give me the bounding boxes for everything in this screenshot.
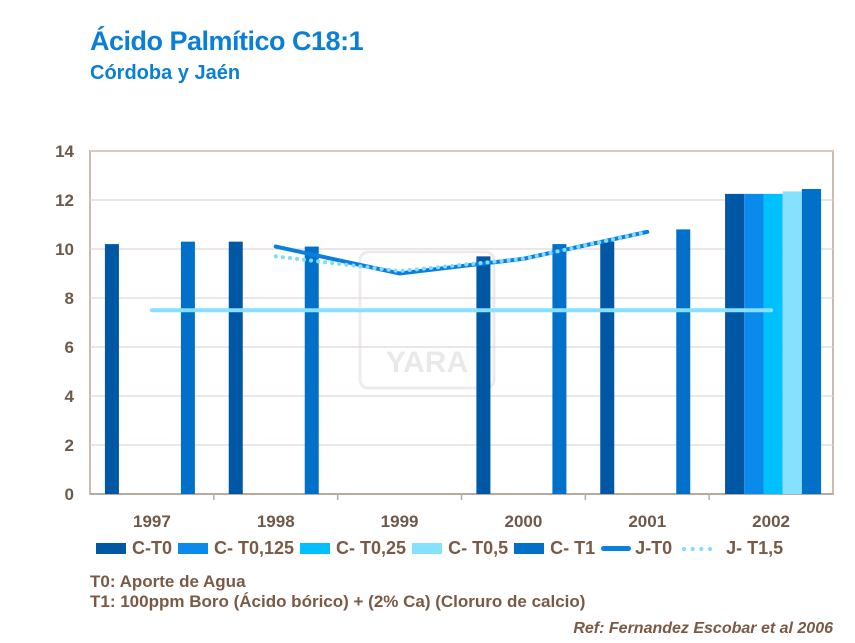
legend-item-c-t0: C-T0 [96,538,172,559]
bar [763,193,783,494]
y-tick-label: 8 [65,289,74,308]
x-tick-label: 2000 [505,512,543,531]
legend-label: J-T0 [635,538,673,558]
legend: C-T0 C- T0,125 C- T0,25 C- T0,5 C- T1 J-… [96,538,789,559]
bar [552,244,567,494]
legend-swatch [412,543,443,554]
line-j-t1-5 [273,229,650,274]
legend-line [601,546,632,551]
chart-title: Ácido Palmítico C18:1 [90,26,364,56]
y-tick-label: 0 [65,485,74,504]
plot-border [89,150,834,495]
bar [600,241,615,494]
legend-label: C- T0,125 [214,538,295,558]
bar [676,229,691,494]
legend-label: C-T0 [132,538,172,558]
bar [801,188,822,494]
y-tick-label: 6 [65,338,74,357]
y-tick-label: 4 [65,387,75,406]
bar [228,241,243,494]
svg-text:YARA: YARA [386,346,468,379]
legend-label: C- T0,5 [448,538,509,558]
bar [725,193,745,494]
bar [476,256,491,494]
legend-swatch [300,543,331,554]
legend-item-c-t0125: C- T0,125 [178,538,294,559]
legend-item-c-t025: C- T0,25 [300,538,406,559]
legend-label: C- T1 [550,538,596,558]
legend-item-j-t15: J- T1,5 [678,538,783,559]
x-tick-label: 1998 [257,512,295,531]
legend-item-j-t0: J-T0 [601,538,672,559]
legend-label: J- T1,5 [726,538,784,558]
yara-watermark: YARA [358,250,496,390]
legend-swatch [96,543,126,554]
x-tick-label: 1997 [133,512,171,531]
legend-swatch [514,543,545,554]
legend-item-c-t05: C- T0,5 [412,538,508,559]
legend-dotted-line [682,546,713,551]
bar [744,193,764,494]
x-tick-label: 1999 [381,512,419,531]
bar [180,241,195,494]
note-t0: T0: Aporte de Agua [90,572,246,591]
bar [304,246,319,494]
x-tick-label: 2002 [752,512,790,531]
reference-citation: Ref: Fernandez Escobar et al 2006 [573,620,833,637]
y-tick-label: 12 [55,191,74,210]
x-tick-label: 2001 [628,512,666,531]
legend-item-c-t1: C- T1 [514,538,595,559]
bar [782,191,802,495]
bar [104,244,119,494]
legend-swatch [178,543,208,554]
y-tick-label: 2 [65,436,74,455]
note-t1: T1: 100ppm Boro (Ácido bórico) + (2% Ca)… [90,592,586,611]
y-tick-label: 10 [55,240,74,259]
legend-label: C- T0,25 [336,538,407,558]
chart-subtitle: Córdoba y Jaén [90,62,241,84]
y-tick-label: 14 [55,142,74,161]
